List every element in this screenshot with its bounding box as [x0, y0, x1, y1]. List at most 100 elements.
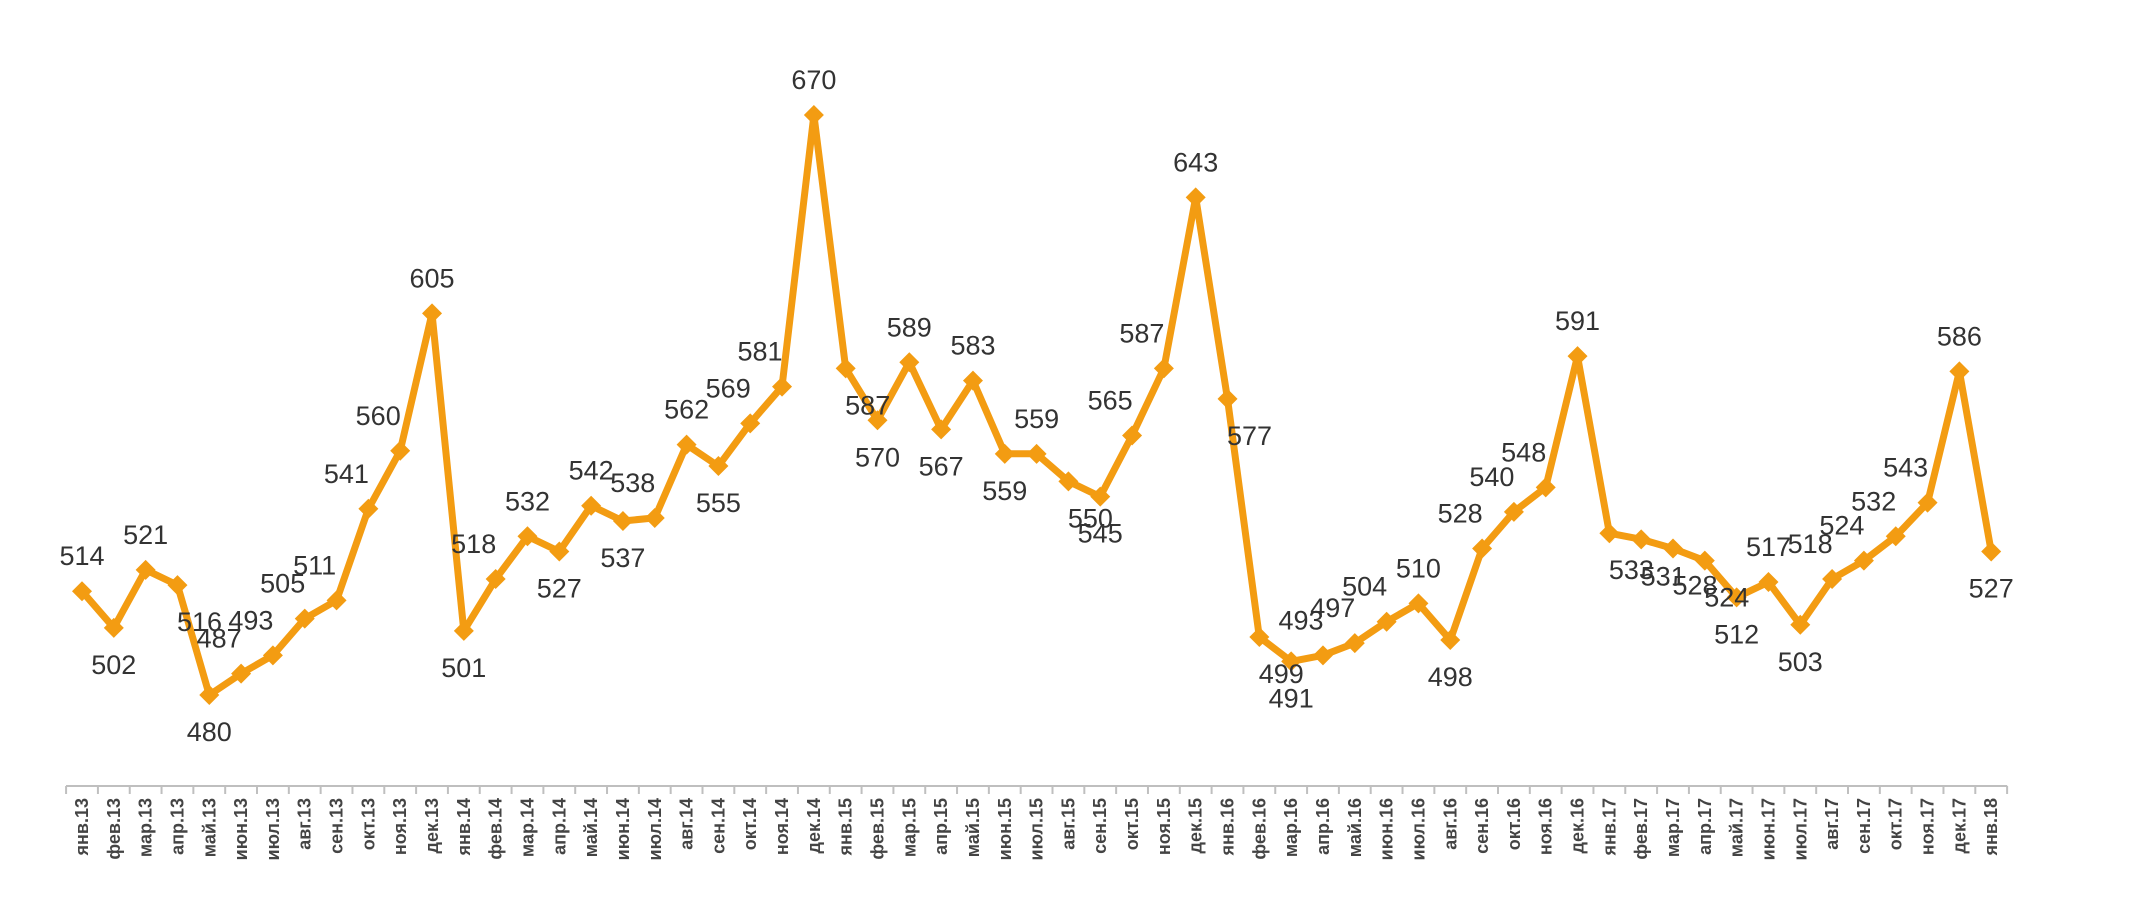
data-point-marker	[135, 559, 156, 580]
data-point-marker	[1503, 501, 1524, 522]
data-label: 527	[1969, 574, 2014, 604]
x-tick-label: авг.13	[295, 798, 315, 850]
data-point-marker	[1726, 587, 1747, 608]
data-label: 605	[409, 263, 454, 293]
data-point-marker	[1090, 486, 1111, 507]
x-tick-label: ноя.14	[772, 798, 792, 855]
data-point-marker	[1440, 630, 1461, 651]
x-tick-label: май.15	[963, 798, 983, 857]
x-tick-label: окт.14	[740, 798, 760, 850]
data-label: 518	[1788, 529, 1833, 559]
x-tick-label: авг.16	[1440, 798, 1460, 850]
data-label: 487	[197, 624, 242, 654]
data-point-marker	[199, 685, 220, 705]
x-tick-label: июн.17	[1758, 798, 1778, 860]
data-label: 524	[1704, 583, 1749, 613]
x-tick-label: фев.17	[1631, 798, 1651, 860]
data-point-marker	[1535, 477, 1556, 498]
x-tick-label: май.16	[1345, 798, 1365, 857]
data-label: 559	[982, 476, 1027, 506]
x-tick-label: авг.15	[1058, 798, 1078, 850]
x-tick-label: мар.14	[517, 798, 537, 857]
data-label: 548	[1501, 437, 1546, 467]
data-label: 498	[1428, 662, 1473, 692]
data-label: 493	[1278, 605, 1323, 635]
x-tick-label: июн.13	[231, 798, 251, 860]
data-point-marker	[1599, 523, 1620, 544]
data-point-marker	[72, 581, 92, 602]
data-point-marker	[708, 456, 729, 477]
data-point-marker	[231, 663, 252, 684]
data-label: 514	[59, 541, 104, 571]
data-label: 517	[1746, 532, 1791, 562]
data-label: 550	[1068, 503, 1113, 533]
data-point-marker	[1949, 361, 1970, 382]
data-label: 505	[260, 569, 305, 599]
data-label: 587	[845, 390, 890, 420]
x-tick-label: авг.17	[1822, 798, 1842, 850]
data-label: 670	[791, 65, 836, 95]
x-tick-label: апр.15	[931, 798, 951, 855]
data-point-marker	[867, 410, 888, 431]
x-tick-label: мар.13	[136, 798, 156, 857]
data-point-marker	[1026, 443, 1047, 464]
x-tick-label: дек.15	[1186, 798, 1206, 853]
data-point-marker	[549, 541, 570, 562]
data-label: 583	[950, 331, 995, 361]
x-tick-label: сен.15	[1090, 798, 1110, 854]
data-label: 565	[1088, 386, 1133, 416]
x-tick-label: июл.16	[1408, 798, 1428, 860]
data-label: 504	[1342, 572, 1387, 602]
data-point-marker	[1631, 529, 1652, 550]
data-label: 538	[610, 468, 655, 498]
x-tick-label: янв.16	[1218, 798, 1238, 856]
data-label: 643	[1173, 147, 1218, 177]
data-label: 543	[1883, 453, 1928, 483]
data-point-marker	[326, 590, 347, 611]
data-point-marker	[644, 507, 665, 528]
x-tick-label: май.13	[199, 798, 219, 857]
x-tick-label: июл.13	[263, 798, 283, 860]
data-label: 503	[1778, 647, 1823, 677]
x-tick-label: ноя.17	[1918, 798, 1938, 855]
data-label: 499	[1259, 659, 1304, 689]
data-point-marker	[1472, 538, 1493, 559]
data-point-marker	[1185, 187, 1206, 208]
data-point-marker	[612, 511, 633, 531]
data-point-marker	[1663, 538, 1683, 559]
x-tick-label: янв.17	[1599, 798, 1619, 856]
data-point-marker	[262, 645, 283, 666]
data-point-marker	[1822, 569, 1843, 589]
data-point-marker	[835, 358, 856, 379]
x-tick-label: окт.15	[1122, 798, 1142, 850]
data-label: 555	[696, 488, 741, 518]
data-point-marker	[422, 303, 443, 324]
data-label: 570	[855, 442, 900, 472]
data-label: 491	[1269, 683, 1314, 713]
data-point-marker	[1058, 471, 1079, 492]
x-tick-label: янв.13	[72, 798, 92, 856]
data-label: 511	[293, 550, 336, 580]
data-point-marker	[1376, 611, 1397, 632]
x-tick-label: фев.13	[104, 798, 124, 860]
x-tick-label: янв.14	[454, 798, 474, 856]
x-tick-label: авг.14	[677, 798, 697, 850]
data-point-marker	[1122, 425, 1143, 446]
data-label: 527	[537, 574, 582, 604]
data-point-marker	[1408, 593, 1429, 614]
data-point-marker	[581, 495, 602, 516]
data-label: 577	[1227, 421, 1272, 451]
data-point-marker	[453, 620, 474, 641]
data-point-marker	[485, 569, 506, 589]
data-point-marker	[772, 376, 793, 397]
data-label: 542	[569, 456, 614, 486]
data-point-marker	[1281, 651, 1302, 672]
x-tick-label: янв.18	[1981, 798, 2001, 856]
data-point-marker	[294, 608, 315, 629]
data-label: 480	[187, 717, 232, 747]
x-tick-label: сен.17	[1854, 798, 1874, 854]
x-tick-label: июл.14	[645, 798, 665, 860]
x-tick-label: мар.17	[1663, 798, 1683, 857]
data-point-marker	[994, 443, 1015, 464]
